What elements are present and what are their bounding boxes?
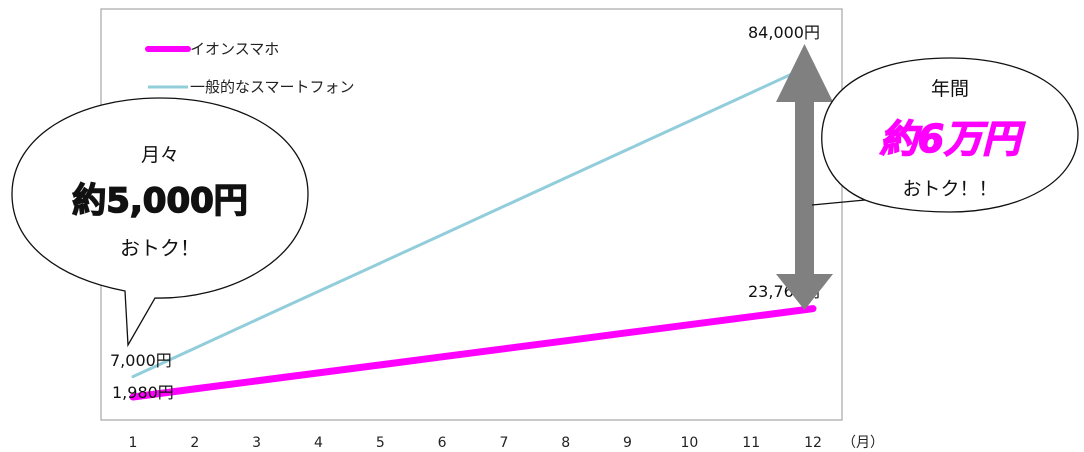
difference-arrow [776,44,833,310]
x-tick-label: 8 [561,435,570,451]
legend-label-aeon: イオンスマホ [190,40,279,58]
x-tick-label: 7 [499,435,508,451]
x-axis-unit: （月） [842,435,884,451]
x-tick-label: 11 [742,435,760,451]
x-tick-label: 2 [190,435,199,451]
left-bubble-line3: おトク！ [120,236,200,260]
x-tick-label: 4 [314,435,323,451]
legend-label-general: 一般的なスマートフォン [190,78,355,96]
left-speech-bubble: 月々 約5,000円 おトク！ [11,97,309,348]
right-bubble-line3: おトク！！ [902,178,997,200]
series-line-general [131,62,815,379]
label-general-end: 84,000円 [748,23,820,42]
legend: イオンスマホ 一般的なスマートフォン [145,40,355,96]
left-bubble-line1: 月々 [141,144,179,166]
x-tick-label: 5 [376,435,385,451]
x-axis-ticks: 1 2 3 4 5 6 7 8 9 10 11 12 [129,435,822,451]
x-tick-label: 1 [129,435,138,451]
x-tick-label: 12 [804,435,822,451]
right-speech-bubble: 年間 約6万円 おトク！！ [811,57,1079,213]
x-tick-label: 9 [623,435,632,451]
right-bubble-amount: 約6万円 [880,117,1025,161]
left-bubble-amount: 約5,000円 [72,181,248,221]
x-tick-label: 6 [438,435,447,451]
right-bubble-line1: 年間 [931,78,969,100]
x-tick-label: 3 [252,435,261,451]
label-general-start: 7,000円 [110,351,172,370]
x-tick-label: 10 [680,435,698,451]
series-layer [129,62,817,401]
label-aeon-start: 1,980円 [112,383,174,402]
series-line-aeon [129,305,817,401]
